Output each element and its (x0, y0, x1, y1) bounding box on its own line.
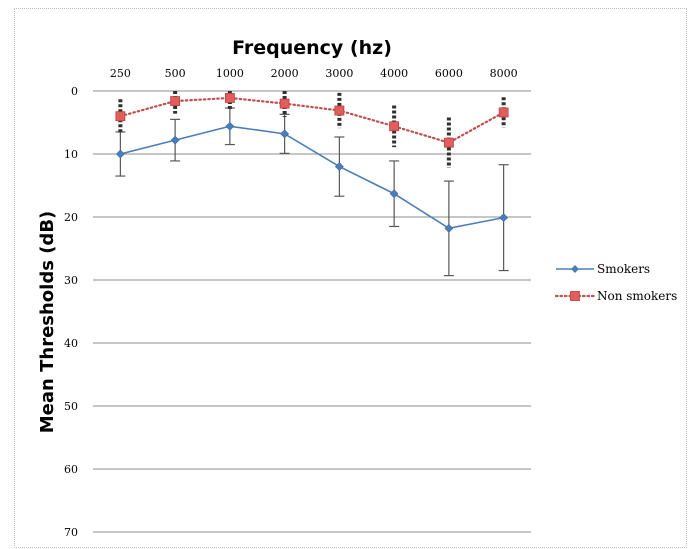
data-point (443, 137, 454, 148)
data-point (334, 105, 345, 116)
y-tick-label: 50 (64, 400, 78, 413)
data-point (444, 223, 454, 233)
data-point (280, 129, 290, 139)
x-tick-label: 3000 (325, 67, 353, 80)
data-point (389, 121, 400, 132)
data-point (498, 107, 509, 118)
series-line (120, 125, 504, 230)
data-point (499, 213, 509, 223)
line-chart: 0 10 20 30 40 50 60 70 250 500 1000 2000 3000 4000 60… (37, 37, 677, 539)
legend-label: Non smokers (597, 289, 677, 303)
x-tick-label: 6000 (435, 67, 463, 80)
series-smokers (115, 107, 509, 277)
y-tick-labels: 0 10 20 30 40 50 60 70 (64, 85, 78, 539)
data-point (224, 93, 235, 103)
legend-marker (571, 265, 579, 273)
series-line (119, 96, 505, 144)
series-group (115, 91, 509, 277)
legend-label: Smokers (597, 262, 650, 276)
y-tick-label: 70 (64, 526, 78, 539)
data-point (334, 162, 344, 172)
legend-marker (570, 291, 580, 301)
data-point (279, 98, 290, 109)
data-point (389, 189, 399, 199)
chart-frame: 0 10 20 30 40 50 60 70 250 500 1000 2000 3000 4000 60… (14, 8, 687, 548)
y-tick-label: 10 (64, 148, 78, 161)
y-tick-label: 30 (64, 274, 78, 287)
y-tick-label: 60 (64, 463, 78, 476)
legend: Smokers Non smokers (554, 262, 677, 303)
data-point (225, 121, 235, 131)
series-non-smokers (115, 91, 509, 168)
y-tick-label: 40 (64, 337, 78, 350)
x-tick-label: 2000 (271, 67, 299, 80)
gridlines (93, 90, 531, 533)
x-tick-label: 500 (165, 67, 186, 80)
data-point (170, 135, 180, 145)
data-point (170, 96, 181, 106)
y-axis-label: Mean Thresholds (dB) (37, 211, 58, 434)
x-tick-label: 8000 (490, 67, 518, 80)
x-tick-label: 250 (110, 67, 131, 80)
data-point (115, 111, 126, 122)
y-tick-label: 20 (64, 211, 78, 224)
data-point (115, 149, 125, 159)
chart-title: Frequency (hz) (232, 37, 392, 59)
x-tick-label: 1000 (216, 67, 244, 80)
y-tick-label: 0 (71, 85, 78, 98)
x-tick-labels: 250 500 1000 2000 3000 4000 6000 8000 (110, 67, 518, 80)
x-tick-label: 4000 (380, 67, 408, 80)
